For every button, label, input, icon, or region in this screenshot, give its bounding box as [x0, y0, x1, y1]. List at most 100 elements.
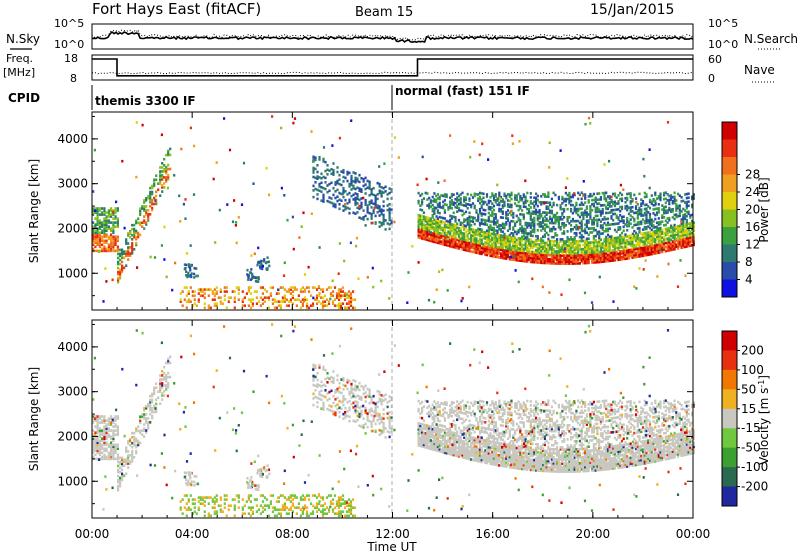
- velocity-cell: [96, 447, 99, 451]
- power-cell: [421, 227, 424, 230]
- velocity-cell: [388, 395, 391, 398]
- power-cell: [459, 233, 462, 237]
- velocity-cell: [125, 472, 128, 475]
- power-cell: [96, 209, 99, 212]
- power-cell: [684, 229, 687, 233]
- power-cell: [463, 234, 466, 237]
- power-cell: [661, 246, 664, 250]
- velocity-cell: [366, 394, 369, 397]
- power-cell: [549, 229, 552, 233]
- power-cell: [608, 223, 611, 226]
- power-cell: [492, 220, 496, 224]
- power-cell: [643, 195, 646, 199]
- power-cell: [561, 238, 564, 241]
- velocity-cell: [165, 388, 168, 391]
- power-cell: [680, 226, 683, 229]
- power-cell: [508, 199, 511, 203]
- power-cell: [491, 228, 494, 232]
- power-cell: [533, 258, 536, 262]
- power-cell: [575, 248, 578, 251]
- velocity-cell: [167, 383, 170, 387]
- power-cell: [689, 234, 692, 237]
- velocity-cell: [129, 444, 132, 447]
- power-cell: [668, 245, 671, 248]
- velocity-cell: [364, 406, 367, 410]
- power-cell: [461, 203, 464, 207]
- power-cell: [522, 253, 525, 257]
- power-cell: [617, 246, 620, 249]
- power-cell: [343, 292, 347, 295]
- velocity-cell: [165, 386, 168, 389]
- velocity-cell: [352, 419, 355, 423]
- power-cell: [528, 232, 531, 235]
- power-cell: [575, 258, 578, 261]
- power-cell: [687, 236, 690, 240]
- power-cell: [480, 252, 483, 256]
- power-cell: [547, 261, 550, 265]
- power-cell: [633, 252, 636, 255]
- power-cell: [634, 197, 638, 200]
- power-cell: [98, 239, 101, 243]
- velocity-cell: [96, 429, 99, 432]
- power-cell: [648, 186, 651, 190]
- power-cell: [499, 208, 503, 211]
- power-cell: [596, 252, 599, 256]
- power-cell: [349, 296, 353, 299]
- power-cell: [608, 255, 611, 259]
- power-cell: [629, 196, 632, 199]
- power-cell: [422, 223, 425, 227]
- power-cell: [325, 304, 329, 307]
- velocity-cell: [101, 415, 104, 418]
- power-cell: [561, 254, 564, 257]
- power-cell: [161, 162, 164, 165]
- power-cell: [494, 201, 497, 204]
- power-cell: [654, 252, 657, 255]
- velocity-cell: [121, 460, 124, 464]
- velocity-cell: [135, 427, 138, 431]
- power-cell: [318, 176, 321, 179]
- power-cell: [421, 192, 424, 196]
- power-cell: [624, 241, 627, 244]
- colorbar-swatch: [722, 209, 737, 228]
- power-cell: [503, 236, 506, 240]
- power-cell: [429, 217, 432, 220]
- power-cell: [433, 222, 436, 225]
- power-cell: [117, 260, 120, 264]
- power-cell: [343, 298, 347, 301]
- power-cell: [478, 248, 482, 251]
- power-cell: [638, 210, 641, 214]
- power-cell: [570, 220, 573, 223]
- power-cell: [442, 216, 445, 220]
- power-cell: [165, 167, 168, 171]
- velocity-cell: [98, 429, 101, 432]
- power-cell: [522, 215, 525, 219]
- power-cell: [522, 247, 525, 251]
- power-cell: [289, 300, 292, 303]
- velocity-cell: [388, 415, 391, 419]
- power-cell: [370, 188, 373, 191]
- power-cell: [620, 205, 624, 209]
- power-cell: [655, 251, 659, 255]
- power-cell: [424, 238, 427, 241]
- power-cell: [370, 217, 373, 220]
- power-cell: [482, 218, 485, 222]
- power-cell: [627, 192, 631, 195]
- power-cell: [515, 238, 518, 242]
- power-cell: [612, 239, 615, 242]
- power-cell: [598, 208, 601, 211]
- velocity-cell: [316, 401, 319, 404]
- power-cell: [451, 235, 454, 239]
- power-cell: [337, 306, 341, 310]
- power-cell: [684, 245, 687, 249]
- power-cell: [580, 221, 583, 225]
- power-cell: [613, 208, 617, 212]
- power-cell: [571, 246, 574, 249]
- power-cell: [556, 215, 559, 219]
- velocity-cell: [417, 424, 420, 427]
- velocity-cell: [326, 381, 329, 384]
- power-cell: [559, 228, 562, 231]
- power-cell: [685, 192, 688, 196]
- velocity-cell: [316, 385, 319, 388]
- velocity-cell: [362, 424, 365, 427]
- power-cell: [557, 197, 560, 201]
